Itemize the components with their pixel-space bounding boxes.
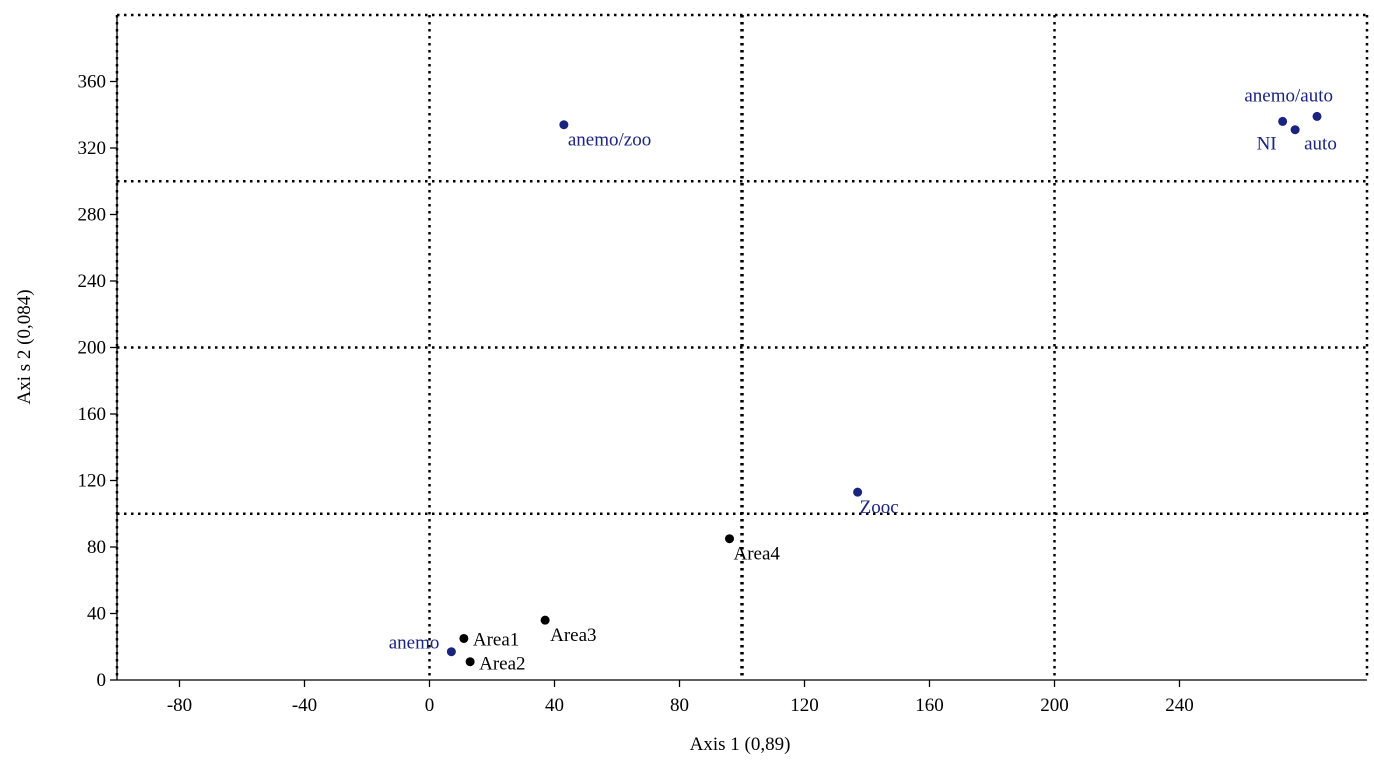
point-label: NI	[1257, 133, 1277, 154]
point-label: Area1	[473, 629, 519, 650]
point-marker	[1312, 111, 1322, 121]
x-tick-label: 240	[1165, 695, 1194, 716]
point-marker	[853, 487, 863, 497]
x-axis-title: Axis 1 (0,89)	[690, 734, 791, 755]
mark-layer: Area1 Area2 Area3 Area4 anemo anemo/zoo Zooc an…	[389, 85, 1337, 674]
data-point-area3: Area3	[540, 615, 597, 646]
data-point-ni: NI	[1257, 116, 1288, 154]
point-label: Area3	[550, 625, 596, 646]
axis-layer: -80 -40 0 40 80 120 160 200 240 0 40 80 120 160 200 240…	[78, 15, 1367, 716]
data-point-anemo-zoo: anemo/zoo	[559, 120, 651, 151]
y-tick-label: 0	[97, 670, 107, 691]
point-label: auto	[1304, 134, 1337, 155]
data-point-zooc: Zooc	[853, 487, 899, 518]
y-tick-label: 360	[78, 72, 107, 93]
y-tick-label: 160	[78, 404, 107, 425]
x-tick-label: 120	[790, 695, 819, 716]
x-tick-label: 40	[545, 695, 564, 716]
x-tick-label: -80	[167, 695, 192, 716]
point-marker	[446, 647, 456, 657]
point-marker	[725, 534, 734, 544]
y-tick-label: 200	[78, 338, 107, 359]
data-point-area1: Area1	[459, 629, 519, 650]
point-label: Area2	[479, 654, 525, 675]
x-tick-label: 80	[670, 695, 689, 716]
x-tick-label: 160	[915, 695, 944, 716]
data-point-anemo: anemo	[389, 633, 456, 657]
point-marker	[559, 120, 569, 130]
y-tick-label: 80	[87, 537, 106, 558]
y-tick-label: 40	[87, 604, 106, 625]
data-point-area4: Area4	[725, 534, 780, 565]
point-label: Zooc	[860, 497, 899, 518]
point-label: anemo/auto	[1244, 85, 1333, 106]
y-tick-label: 320	[78, 138, 107, 159]
x-tick-label: 0	[425, 695, 435, 716]
point-label: anemo/zoo	[568, 130, 651, 151]
y-tick-label: 120	[78, 471, 107, 492]
x-tick-label: 200	[1040, 695, 1069, 716]
y-tick-label: 240	[78, 271, 107, 292]
data-point-area2: Area2	[465, 654, 526, 675]
x-tick-label: -40	[292, 695, 317, 716]
point-marker	[1278, 116, 1288, 126]
data-point-anemo-auto: anemo/auto	[1244, 85, 1333, 121]
point-marker	[1290, 125, 1300, 135]
data-point-auto: auto	[1290, 125, 1337, 155]
point-marker	[465, 657, 475, 667]
y-tick-label: 280	[78, 205, 107, 226]
grid-layer	[115, 13, 1369, 680]
point-label: anemo	[389, 633, 440, 654]
y-axis-title: Axi s 2 (0,084)	[14, 289, 35, 404]
point-marker	[459, 633, 469, 643]
point-marker	[540, 615, 550, 625]
point-label: Area4	[734, 544, 781, 565]
